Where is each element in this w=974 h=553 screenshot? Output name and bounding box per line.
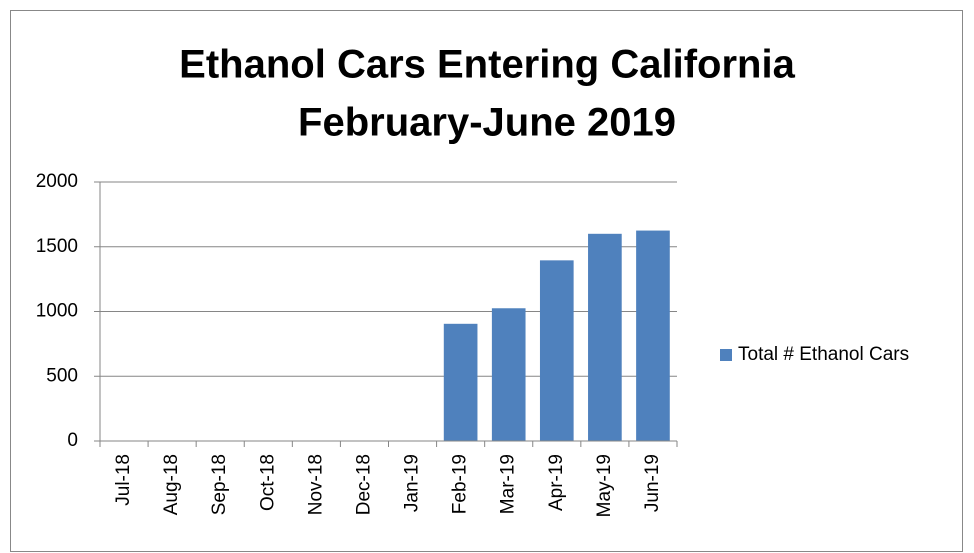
chart-border (10, 10, 963, 552)
bar (491, 308, 526, 441)
x-tick-label: Dec-18 (353, 454, 374, 515)
chart-title: February-June 2019 (298, 101, 676, 145)
legend-swatch (720, 349, 732, 361)
x-tick-label: Feb-19 (450, 454, 471, 514)
x-tick-label: Apr-19 (546, 454, 567, 511)
x-tick-label: Oct-18 (257, 454, 278, 511)
chart-title: Ethanol Cars Entering California (179, 43, 795, 87)
bar (539, 260, 574, 441)
legend-label: Total # Ethanol Cars (738, 344, 909, 365)
bar (636, 230, 670, 441)
y-tick-label: 1500 (36, 236, 78, 257)
bar (443, 323, 478, 441)
y-tick-label: 1000 (36, 301, 78, 322)
x-tick-label: Jul-18 (113, 454, 134, 506)
x-tick-label: Mar-19 (498, 454, 519, 514)
x-tick-label: Jan-19 (402, 454, 423, 512)
x-tick-label: May-19 (594, 454, 615, 517)
x-tick-label: Jun-19 (642, 454, 663, 512)
bar (588, 233, 622, 441)
y-tick-label: 0 (67, 430, 78, 451)
x-tick-label: Aug-18 (161, 454, 182, 515)
y-tick-label: 2000 (36, 171, 78, 192)
x-tick-label: Nov-18 (305, 454, 326, 515)
y-tick-label: 500 (46, 365, 78, 386)
x-tick-label: Sep-18 (209, 454, 230, 515)
